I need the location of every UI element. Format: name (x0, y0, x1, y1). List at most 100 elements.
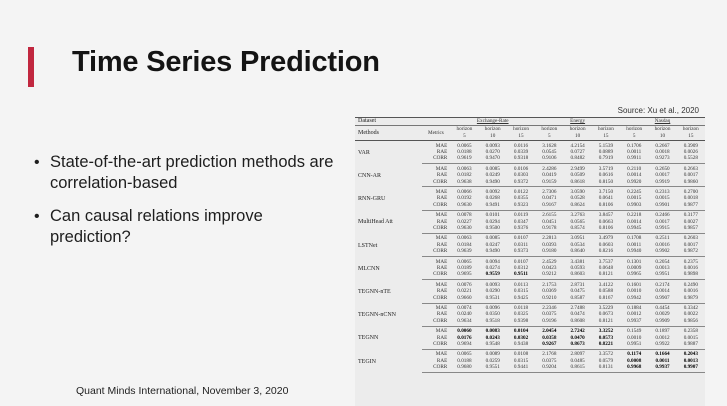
metric-value: 0.9167 (535, 201, 564, 211)
metric-name: MAE (435, 235, 448, 242)
metric-value: 0.8618 (563, 178, 592, 188)
table-row: RAE 0.0188 0.0259 0.0315 0.0375 0.0485 0.0579 0… (355, 358, 705, 364)
empty-header (421, 117, 451, 126)
metric-value: 0.9694 (450, 341, 479, 350)
metric-value: 3.5229 (598, 305, 614, 312)
metric-value: 0.8106 (591, 201, 621, 211)
metric-value: 0.9879 (676, 294, 705, 304)
metric-value: 0.9204 (535, 364, 564, 374)
metric-value: 0.0485 (570, 357, 585, 364)
table-row: CORR 0.9638 0.9490 0.9372 0.9159 0.8618 0.8150… (355, 178, 705, 188)
metric-name: MAE (435, 142, 448, 149)
metric-value: 3.0590 (570, 188, 585, 195)
metric-value: 0.9907 (676, 364, 705, 374)
metric-value: 0.2375 (683, 258, 698, 265)
metric-value: 0.8640 (563, 248, 592, 258)
metric-value: 0.0017 (655, 172, 670, 179)
metric-value: 0.2511 (655, 235, 670, 242)
metric-value: 0.0290 (485, 288, 500, 295)
metric-value: 0.9548 (478, 341, 507, 350)
methods-header: Methods (355, 125, 422, 141)
metric-value: 0.0009 (627, 265, 642, 271)
metric-value: 0.0014 (627, 172, 642, 179)
horizon-value: 5 (548, 133, 551, 139)
metric-value: 0.9877 (676, 201, 705, 211)
metric-value: 0.8121 (591, 317, 621, 327)
method-name: TEGNN (358, 335, 379, 342)
metric-value: 0.9511 (506, 271, 536, 281)
metric-value: 0.8150 (591, 178, 621, 188)
horizon-header: horizon 15 (591, 125, 621, 141)
table-row: RAE 0.0176 0.0243 0.0302 0.0358 0.0470 0.0573 0… (355, 335, 705, 341)
horizon-label: horizon (513, 126, 529, 132)
metric-name: MAE (435, 165, 448, 172)
metric-value: 0.2358 (683, 328, 698, 335)
metric-value: 0.0673 (598, 311, 614, 318)
metric-value: 0.9490 (478, 248, 507, 258)
metric-value: 0.9945 (620, 224, 649, 234)
metric-value: 0.8167 (591, 294, 621, 304)
metric-name: RAE (436, 288, 448, 295)
metric-value: 0.9951 (648, 271, 677, 281)
metric-value: 0.0184 (457, 241, 472, 248)
metric-value: 0.0188 (457, 148, 472, 155)
table-row: RAE 0.0182 0.0249 0.0303 0.0419 0.0509 0.0616 0… (355, 172, 705, 178)
metric-value: 0.8221 (591, 341, 621, 350)
metric-value: 0.9425 (506, 294, 536, 304)
metric-value: 0.2663 (683, 165, 698, 172)
metric-value: 0.0189 (457, 265, 472, 271)
results-table-image: Dataset Exchange-Rate Energy Nasdaq Meth… (355, 117, 705, 406)
metric-value: 0.9951 (620, 341, 649, 350)
metric-name: RAE (436, 218, 448, 225)
horizon-label: horizon (682, 126, 699, 132)
metric-value: 0.0663 (598, 218, 614, 225)
metric-value: 0.0221 (457, 288, 472, 295)
metric-value: 0.2043 (683, 351, 698, 358)
metric-value: 0.0249 (485, 172, 500, 179)
metric-value: 0.1174 (627, 351, 642, 358)
table-row: CORR 0.9630 0.9491 0.9323 0.9167 0.8624 0.8106… (355, 201, 705, 211)
metric-value: 0.0108 (513, 351, 529, 358)
metric-value: 0.1884 (627, 305, 642, 312)
metric-value: 2.0454 (542, 328, 557, 335)
metric-value: 0.0509 (570, 172, 585, 179)
slide-title: Time Series Prediction (72, 46, 380, 78)
metric-value: 0.2466 (655, 212, 670, 219)
metric-value: 0.9638 (450, 178, 479, 188)
table-row: RAE 0.0240 0.0350 0.0325 0.0375 0.0474 0.0673 0… (355, 311, 705, 317)
horizon-header: horizon 10 (648, 125, 677, 141)
metric-value: 0.8216 (591, 248, 621, 258)
table-row: RAE 0.0188 0.0270 0.0339 0.0545 0.0727 0.0889 0… (355, 149, 705, 155)
metric-value: 0.9619 (450, 155, 479, 165)
metric-value: 0.0022 (683, 311, 698, 318)
metric-value: 3.4381 (570, 258, 585, 265)
table-row: RNN-GRU MAE 0.0066 0.0092 0.0122 2.7306 3.0590… (355, 187, 705, 202)
metric-value: 0.0012 (655, 334, 670, 341)
dataset-header: Dataset (355, 117, 422, 126)
metric-value: 3.5719 (598, 165, 614, 172)
metric-value: 0.8574 (563, 224, 592, 234)
metric-value: 0.9915 (648, 224, 677, 234)
metric-value: 0.9178 (535, 224, 564, 234)
metric-value: 0.0083 (485, 328, 500, 335)
metric-value: 0.0015 (655, 195, 670, 202)
horizon-label: horizon (597, 126, 614, 132)
metric-name: RAE (436, 241, 448, 248)
dataset-nasdaq: Nasdaq (620, 117, 705, 126)
metric-name: CORR (421, 341, 451, 350)
metric-value: 0.0889 (598, 148, 614, 155)
metric-value: 0.0026 (683, 148, 698, 155)
metric-value: 0.1897 (655, 328, 670, 335)
metric-value: 0.0104 (513, 328, 529, 335)
metric-value: 0.0648 (598, 265, 614, 271)
table-row: TEGNN MAE 0.0060 0.0083 0.0104 2.0454 2.7242 3.… (355, 326, 705, 341)
metric-value: 0.7919 (591, 155, 621, 165)
metric-value: 0.0074 (457, 305, 472, 312)
method-name: VAR (358, 149, 370, 156)
metric-value: 0.0015 (627, 195, 642, 202)
metric-value: 0.0016 (683, 288, 698, 295)
metric-value: 0.0085 (485, 165, 500, 172)
horizon-header: horizon 15 (676, 125, 705, 141)
metric-value: 3.3252 (598, 328, 614, 335)
